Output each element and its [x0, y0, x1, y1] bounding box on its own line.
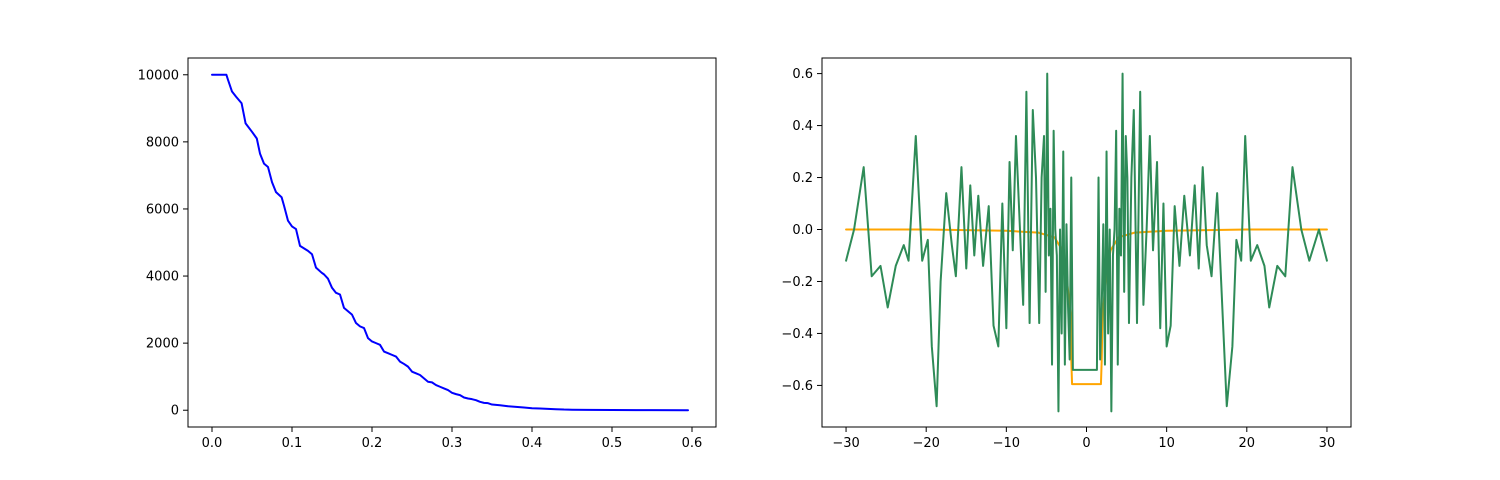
- chart-1-x-tick-label: −30: [832, 436, 859, 451]
- chart-1-y-tick-label: −0.6: [781, 379, 813, 394]
- left-chart: 0.0 0.1 0.2 0.3 0.4 0.5 0.6 0 2000 4000 6000 8000 10…: [138, 57, 717, 451]
- chart-0-y-tick-label: 10000: [138, 68, 179, 83]
- chart-0-y-tick-label: 8000: [146, 135, 179, 150]
- chart-1-x-tick-label: 10: [1158, 436, 1175, 451]
- chart-1-x-tick-label: 20: [1239, 436, 1256, 451]
- chart-1-x-tick-label: −10: [993, 436, 1020, 451]
- chart-0-y-tick-label: 0: [171, 404, 179, 419]
- chart-0-y-tick-label: 6000: [146, 202, 179, 217]
- chart-0-x-tick-label: 0.5: [602, 436, 623, 451]
- chart-1-x-tick-label: −20: [912, 436, 939, 451]
- chart-1-x-tick-label: 0: [1082, 436, 1090, 451]
- chart-1-y-tick-label: 0.2: [792, 171, 813, 186]
- right-chart: −30 −20 −10 0 10 20 30 −0.6 −0.4 −0.2 0.0 0.2 0.4 0.6: [781, 57, 1352, 451]
- chart-1-series-1-line: [845, 72, 1328, 413]
- chart-0-y-tick-label: 2000: [146, 337, 179, 352]
- chart-1-x-tick-label: 30: [1319, 436, 1336, 451]
- chart-0-x-tick-label: 0.1: [282, 436, 303, 451]
- chart-0-x-tick-label: 0.4: [522, 436, 543, 451]
- chart-0-x-tick-label: 0.0: [202, 436, 223, 451]
- chart-1-y-tick-label: 0.6: [792, 67, 813, 82]
- chart-1-y-tick-label: 0.0: [792, 223, 813, 238]
- chart-1-y-tick-label: −0.4: [781, 327, 813, 342]
- chart-0-series-0-line: [211, 73, 689, 412]
- chart-1-y-tick-label: 0.4: [792, 119, 813, 134]
- chart-0-y-tick-label: 4000: [146, 270, 179, 285]
- chart-1-y-tick-label: −0.2: [781, 275, 813, 290]
- chart-0-x-tick-label: 0.3: [442, 436, 463, 451]
- chart-0-x-tick-label: 0.2: [362, 436, 383, 451]
- chart-0-x-tick-label: 0.6: [682, 436, 703, 451]
